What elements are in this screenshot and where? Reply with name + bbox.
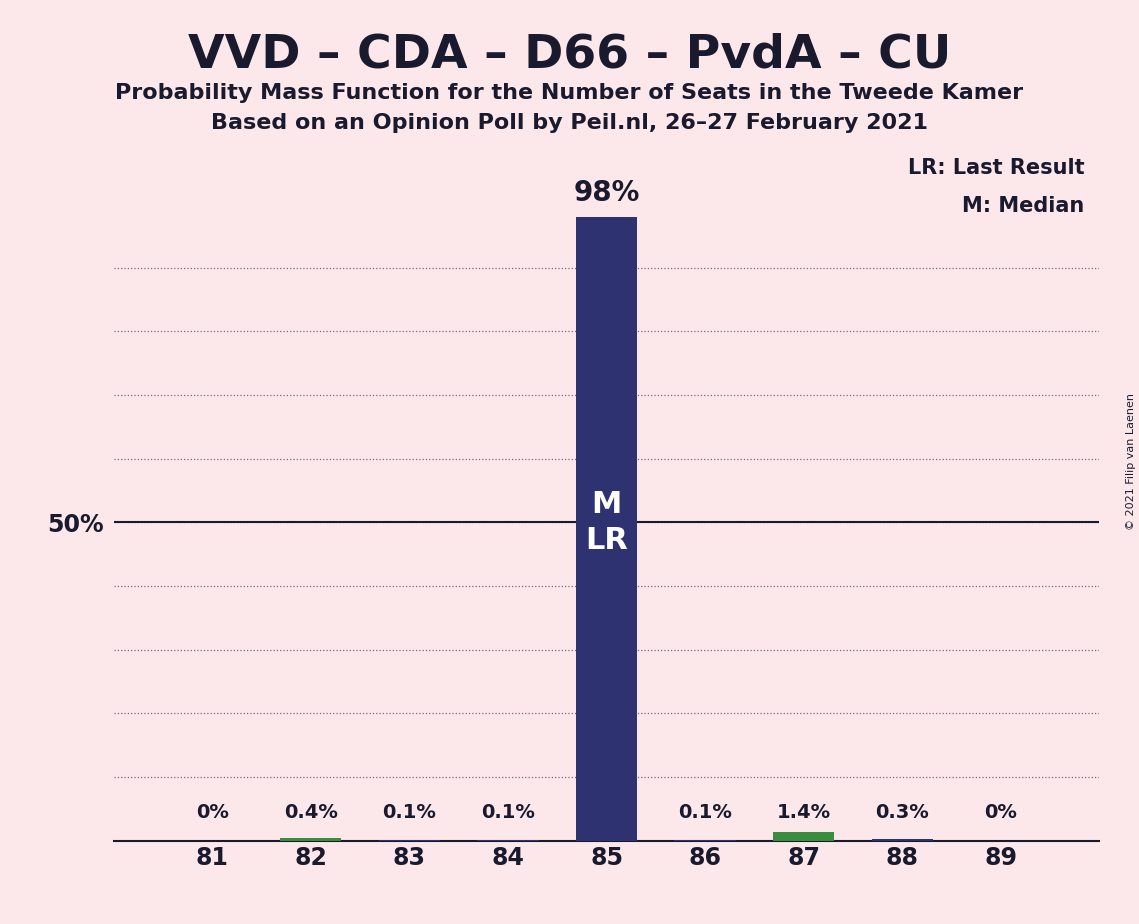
Text: LR: Last Result: LR: Last Result <box>908 158 1084 178</box>
Bar <box>280 838 342 841</box>
Text: © 2021 Filip van Laenen: © 2021 Filip van Laenen <box>1126 394 1136 530</box>
Bar <box>871 839 933 841</box>
Text: 0.3%: 0.3% <box>875 803 929 821</box>
Text: 1.4%: 1.4% <box>777 803 830 821</box>
Bar <box>576 217 637 841</box>
Text: 0%: 0% <box>196 803 229 821</box>
Text: Probability Mass Function for the Number of Seats in the Tweede Kamer: Probability Mass Function for the Number… <box>115 83 1024 103</box>
Text: 0.1%: 0.1% <box>481 803 535 821</box>
Text: 0%: 0% <box>984 803 1017 821</box>
Text: M: Median: M: Median <box>962 197 1084 216</box>
Text: 0.4%: 0.4% <box>284 803 338 821</box>
Text: VVD – CDA – D66 – PvdA – CU: VVD – CDA – D66 – PvdA – CU <box>188 32 951 78</box>
Text: 0.1%: 0.1% <box>383 803 436 821</box>
Bar <box>773 832 834 841</box>
Text: Based on an Opinion Poll by Peil.nl, 26–27 February 2021: Based on an Opinion Poll by Peil.nl, 26–… <box>211 113 928 133</box>
Text: 0.1%: 0.1% <box>678 803 732 821</box>
Text: 98%: 98% <box>573 179 640 207</box>
Text: M
LR: M LR <box>585 490 628 555</box>
